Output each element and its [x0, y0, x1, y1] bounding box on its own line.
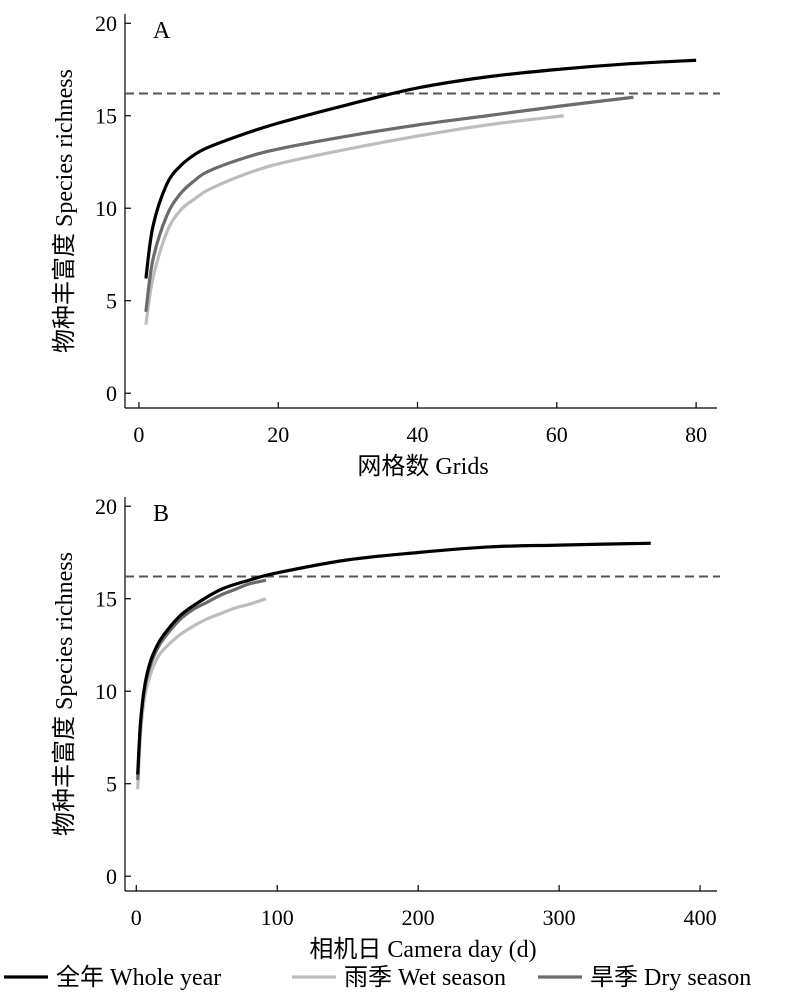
y-tick-label: 0 [106, 864, 117, 889]
series-line-dry [136, 578, 267, 781]
panel-label-b: B [153, 501, 169, 527]
x-tick-label: 20 [267, 422, 289, 447]
y-axis-label-b: 物种丰富度 Species richness [51, 552, 78, 836]
legend-label-dry: 旱季 Dry season [590, 964, 751, 991]
legend: 全年 Whole year 雨季 Wet season 旱季 Dry season [4, 964, 751, 991]
x-tick-label: 100 [261, 905, 294, 930]
series-line-wet [144, 114, 564, 325]
panel-a: 0 5 10 15 20 0 20 40 60 80 A 网格数 Grids 物种丰富度 Species… [51, 11, 720, 480]
y-tick-label: 10 [95, 679, 117, 704]
series-line-whole [136, 541, 651, 775]
y-axis-label-a: 物种丰富度 Species richness [51, 69, 78, 353]
x-tick-label: 40 [407, 422, 429, 447]
y-tick-label: 10 [95, 196, 117, 221]
x-tick-label: 400 [684, 905, 717, 930]
y-tick-label: 20 [95, 494, 117, 519]
panel-label-a: A [153, 18, 171, 44]
x-tick-label: 60 [546, 422, 568, 447]
x-axis-label-a: 网格数 Grids [357, 453, 488, 480]
x-tick-label: 80 [685, 422, 707, 447]
x-tick-label: 200 [402, 905, 435, 930]
y-tick-label: 20 [95, 11, 117, 36]
y-tick-label: 0 [106, 381, 117, 406]
legend-label-wet: 雨季 Wet season [344, 964, 506, 991]
y-tick-label: 15 [95, 587, 117, 612]
y-tick-label: 5 [106, 289, 117, 314]
y-tick-label: 5 [106, 772, 117, 797]
x-axis-label-b: 相机日 Camera day (d) [309, 936, 536, 963]
y-tick-label: 15 [95, 104, 117, 129]
series-line-dry [144, 95, 634, 313]
legend-label-whole: 全年 Whole year [56, 964, 221, 991]
x-tick-label: 300 [543, 905, 576, 930]
series-line-wet [136, 597, 267, 790]
x-tick-label: 0 [131, 905, 142, 930]
series-line-whole [144, 58, 697, 279]
x-tick-label: 0 [133, 422, 144, 447]
